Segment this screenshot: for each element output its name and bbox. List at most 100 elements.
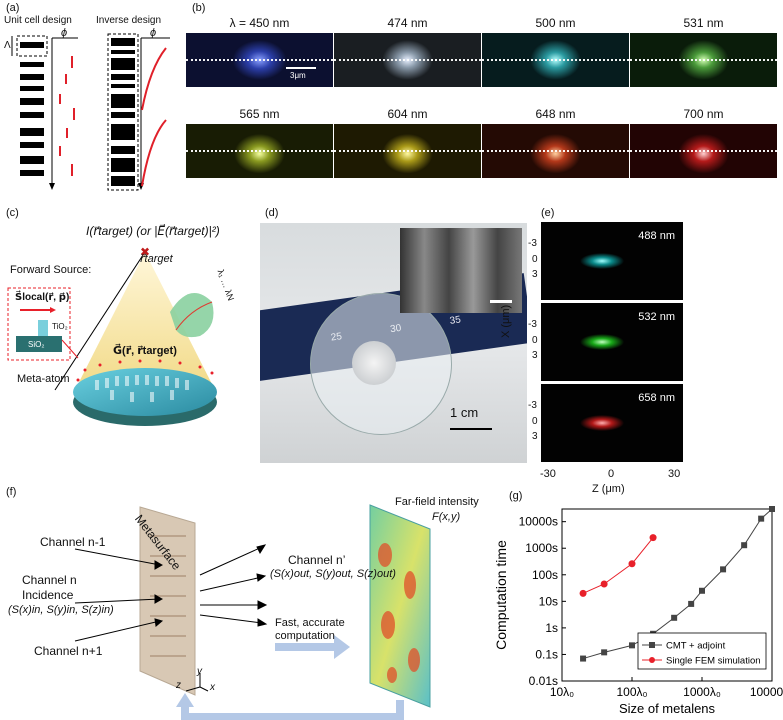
- data-point: [699, 587, 705, 594]
- panel-label-c: (c): [6, 207, 19, 219]
- y-tick: -3: [528, 238, 537, 249]
- phi-symbol-right: ϕ: [150, 27, 157, 39]
- inverse-design-title: Inverse design: [96, 15, 162, 26]
- axis-y-label: y: [197, 666, 202, 677]
- panel-label-d: (d): [265, 207, 279, 219]
- data-point: [600, 580, 608, 588]
- green-function-label: G⃗(r⃗, r⃗target): [113, 345, 177, 357]
- data-point: [629, 642, 635, 649]
- x-tick: 0: [608, 468, 615, 480]
- legend-label: Single FEM simulation: [666, 656, 761, 667]
- data-point: [758, 515, 765, 522]
- y-tick: 3: [532, 350, 538, 361]
- target-marker-icon: ✖: [140, 245, 150, 259]
- panel-f-diagram: [74, 504, 431, 720]
- axis-x-label: x: [210, 682, 215, 693]
- x-axis-label: Size of metalens: [619, 701, 716, 716]
- x-tick-label: 10000λ₀: [750, 685, 783, 699]
- series-line-1: [582, 537, 654, 594]
- focus-map-532: 532 nm: [541, 303, 683, 381]
- plot-frame: [561, 508, 773, 682]
- forward-source-label: Forward Source:: [10, 264, 92, 276]
- phi-symbol-left: ϕ: [61, 27, 68, 39]
- focal-tile-565: [186, 124, 333, 178]
- y-tick: 3: [532, 269, 538, 280]
- channel-n-label: Channel n: [22, 573, 77, 587]
- focus-label-488: 488 nm: [638, 230, 675, 242]
- target-label: r⃗target: [140, 253, 173, 265]
- data-point: [671, 614, 678, 621]
- channel-next-label: Channel n+1: [34, 644, 103, 658]
- x-tick-label: 100λ₀: [616, 685, 647, 699]
- focal-tile-531: [630, 33, 777, 87]
- y-tick: 3: [532, 431, 538, 442]
- x-tick: 30: [668, 468, 681, 480]
- data-point: [688, 600, 695, 607]
- data-point: [601, 649, 608, 656]
- tio2-label: TiO₂: [52, 322, 68, 331]
- s-out-label: (S(x)out, S(y)out, S(z)out): [270, 568, 396, 580]
- computation-time-chart: 0.01s 0.1s 1s 10s 100s 1000s 10000s 10λ₀ 100λ₀ 10…: [493, 506, 783, 716]
- panel-label-a: (a): [6, 2, 20, 14]
- fxy-label: F(x,y): [432, 511, 461, 523]
- photo-metalens: 25 30 35 1 cm: [260, 223, 527, 463]
- scale-bar-1cm: 1 cm: [450, 405, 479, 420]
- y-tick: -3: [528, 319, 537, 330]
- sio2-label: SiO₂: [28, 340, 45, 349]
- focal-tile-450: 3μm: [186, 33, 333, 87]
- focal-tile-474: [334, 33, 481, 87]
- wavelength-label-531: 531 nm: [683, 16, 724, 30]
- data-point: [579, 589, 587, 597]
- meta-atom-label: Meta-atom: [17, 373, 70, 385]
- legend-label: CMT + adjoint: [666, 641, 726, 652]
- y-tick-label: 10s: [539, 594, 558, 608]
- focus-label-658: 658 nm: [638, 392, 675, 404]
- panel-label-e: (e): [541, 207, 555, 219]
- y-tick-label: 10000s: [519, 515, 558, 529]
- scale-bar-label: 3μm: [290, 71, 306, 80]
- unit-cell-title: Unit cell design: [4, 15, 72, 26]
- wavelength-label-648: 648 nm: [535, 107, 576, 121]
- wavelength-label-450: λ = 450 nm: [229, 16, 290, 30]
- incidence-label: Incidence: [22, 588, 74, 602]
- y-axis-label: Computation time: [493, 540, 509, 650]
- s-local-label: S⃗local(r⃗, p⃗): [15, 292, 70, 303]
- ruler-number-35: 35: [448, 314, 462, 327]
- panel-c-diagram: ✖: [7, 245, 217, 426]
- focal-tile-648: [482, 124, 629, 178]
- x-tick: -30: [540, 468, 556, 480]
- e-xlabel: Z (μm): [592, 483, 625, 495]
- lambda-period-symbol: Λ: [4, 40, 11, 51]
- panel-label-b: (b): [192, 2, 206, 14]
- intensity-expression: I(r⃗target) (or |E⃗(r⃗target)|²): [86, 224, 220, 238]
- data-point: [769, 506, 775, 512]
- data-point: [649, 534, 657, 542]
- wavelength-grid: λ = 450 nm 474 nm 500 nm 531 nm 3μm 565 …: [180, 0, 783, 200]
- wavelength-label-500: 500 nm: [535, 16, 576, 30]
- x-tick-label: 10λ₀: [550, 685, 574, 699]
- y-tick-label: 1000s: [525, 541, 558, 555]
- far-field-label: Far-field intensity: [395, 496, 479, 508]
- y-tick: 0: [532, 254, 538, 265]
- focal-tile-604: [334, 124, 481, 178]
- fast-label: Fast, accurate: [275, 617, 345, 629]
- wavelength-label-565: 565 nm: [239, 107, 280, 121]
- y-tick: 0: [532, 416, 538, 427]
- data-point: [580, 655, 587, 662]
- data-point: [720, 566, 727, 573]
- focus-map-658: 658 nm: [541, 384, 683, 462]
- channel-prev-label: Channel n-1: [40, 535, 106, 549]
- computation-label: computation: [275, 630, 335, 642]
- legend-marker: [649, 657, 655, 663]
- panel-a-diagram: [11, 33, 170, 191]
- channel-out-label: Channel n’: [288, 553, 346, 567]
- wavelength-label-474: 474 nm: [387, 16, 428, 30]
- y-tick-label: 0.01s: [529, 674, 558, 688]
- y-tick-label: 100s: [532, 568, 558, 582]
- wavelength-label-604: 604 nm: [387, 107, 428, 121]
- e-ylabel: X (μm): [500, 304, 512, 338]
- y-tick: -3: [528, 400, 537, 411]
- panel-label-f: (f): [6, 486, 17, 498]
- x-tick-label: 1000λ₀: [683, 685, 721, 699]
- sem-inset: [400, 228, 522, 313]
